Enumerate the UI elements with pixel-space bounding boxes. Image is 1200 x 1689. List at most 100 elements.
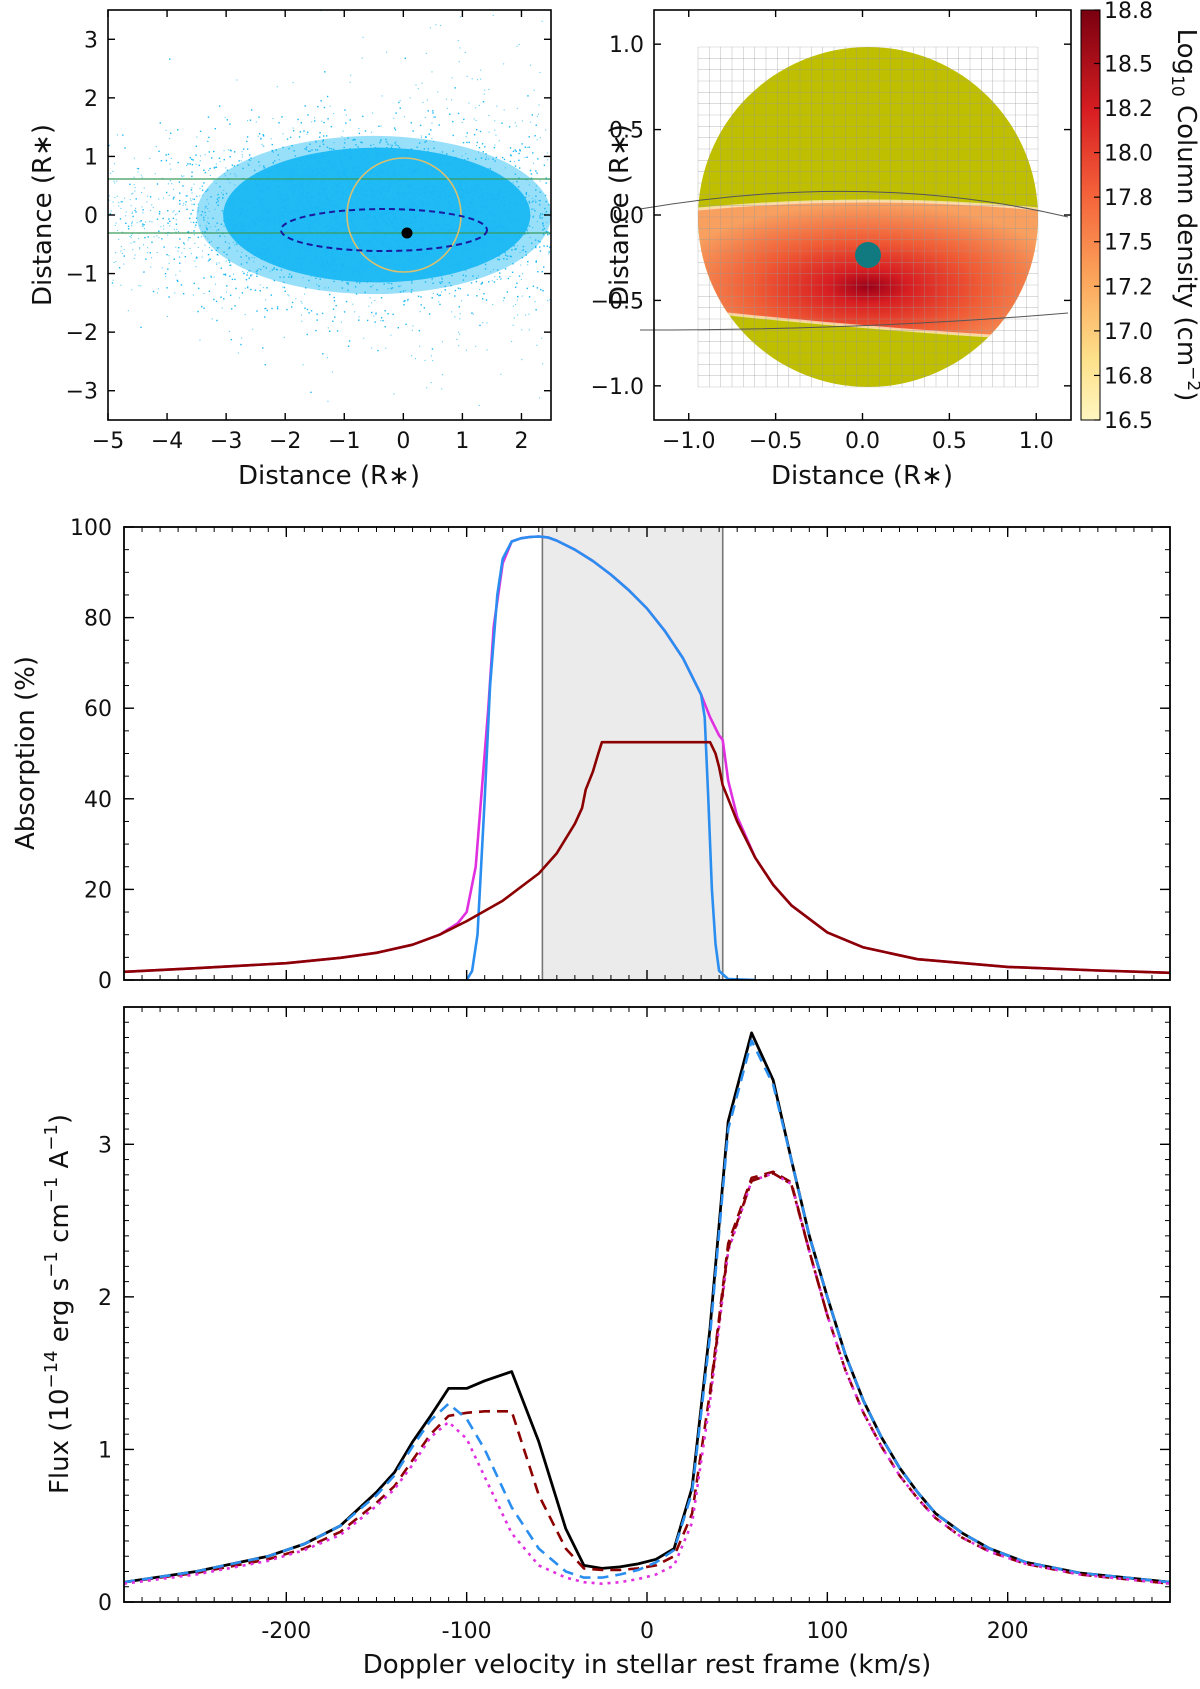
cloud-particle	[345, 225, 347, 228]
cloud-particle	[432, 282, 434, 285]
cloud-particle	[439, 250, 441, 252]
cloud-particle	[383, 235, 385, 238]
cloud-particle	[375, 184, 377, 187]
cloud-particle	[520, 278, 522, 280]
cloud-particle	[135, 211, 137, 213]
cloud-particle	[311, 174, 313, 176]
cloud-particle	[368, 224, 371, 226]
cloud-particle	[449, 162, 451, 165]
cloud-particle	[291, 187, 293, 190]
cloud-particle	[450, 192, 452, 195]
cloud-particle	[337, 220, 339, 223]
y-tick-label: 1.0	[609, 33, 644, 58]
colorbar-tick-label: 18.0	[1104, 142, 1153, 167]
y-tick-label: 0	[98, 1591, 112, 1616]
cloud-particle	[116, 134, 119, 136]
cloud-particle	[365, 194, 367, 197]
cloud-particle	[358, 166, 361, 168]
cloud-particle	[325, 254, 328, 256]
cloud-particle	[287, 253, 289, 255]
cloud-particle	[403, 226, 405, 228]
cloud-particle	[388, 154, 391, 156]
colorbar-label-sup: −2	[1183, 366, 1200, 391]
cloud-particle	[485, 173, 488, 175]
cloud-particle	[420, 267, 422, 269]
cloud-particle	[375, 229, 378, 232]
cloud-particle	[504, 254, 507, 256]
cloud-particle	[199, 155, 202, 157]
cloud-particle	[264, 254, 266, 256]
cloud-particle	[367, 205, 369, 207]
cloud-particle	[283, 200, 286, 202]
colorbar-tick-label: 18.5	[1104, 52, 1153, 77]
cloud-particle	[222, 197, 224, 199]
cloud-particle	[465, 136, 467, 138]
cloud-particle	[342, 130, 344, 132]
cloud-particle	[383, 255, 385, 258]
cloud-particle	[538, 199, 540, 202]
cloud-particle	[456, 188, 458, 191]
cloud-particle	[558, 189, 559, 190]
cloud-particle	[316, 149, 319, 151]
cloud-particle	[196, 257, 198, 259]
cloud-particle	[368, 217, 370, 219]
cloud-particle	[415, 234, 417, 237]
panel-b-ylabel: Distance (R∗)	[605, 124, 635, 306]
cloud-particle	[507, 215, 509, 218]
cloud-particle	[219, 235, 221, 237]
cloud-particle	[258, 161, 260, 163]
cloud-particle	[357, 209, 359, 212]
cloud-particle	[389, 184, 392, 187]
cloud-particle	[496, 225, 498, 227]
x-tick-label: −2	[269, 429, 301, 454]
cloud-particle	[376, 153, 378, 155]
cloud-particle	[461, 121, 463, 124]
cloud-particle	[334, 231, 336, 233]
cloud-particle	[199, 130, 202, 133]
cloud-particle	[218, 247, 220, 249]
cloud-particle	[178, 230, 180, 233]
cloud-particle	[266, 209, 268, 211]
cloud-particle	[352, 243, 354, 246]
cloud-particle	[285, 231, 287, 233]
cloud-particle	[392, 205, 395, 208]
cloud-particle	[254, 233, 256, 236]
cloud-particle	[114, 182, 116, 184]
cloud-particle	[200, 214, 203, 216]
cloud-particle	[323, 169, 325, 172]
cloud-particle	[557, 204, 558, 205]
cloud-particle	[287, 181, 289, 183]
cloud-particle	[283, 198, 285, 200]
cloud-particle	[478, 229, 481, 231]
cloud-particle	[253, 225, 256, 227]
cloud-particle	[386, 271, 389, 273]
cloud-particle	[285, 208, 288, 210]
cloud-particle	[475, 120, 477, 122]
cloud-particle	[194, 260, 196, 262]
cloud-particle	[437, 91, 439, 93]
cloud-particle	[508, 210, 510, 213]
cloud-particle	[279, 276, 281, 278]
cloud-particle	[176, 279, 178, 282]
cloud-particle	[287, 246, 289, 248]
cloud-particle	[335, 213, 338, 216]
series-line-dashed	[124, 1170, 1170, 1585]
cloud-particle	[289, 261, 291, 263]
cloud-particle	[156, 235, 158, 237]
colorbar-tick-label: 16.8	[1104, 364, 1153, 389]
cloud-particle	[472, 231, 475, 233]
cloud-particle	[387, 233, 390, 235]
cloud-particle	[327, 287, 330, 289]
cloud-particle	[575, 214, 576, 215]
cloud-particle	[413, 204, 415, 207]
cloud-particle	[308, 166, 310, 168]
cloud-particle	[302, 179, 305, 181]
cloud-particle	[410, 226, 412, 228]
cloud-particle	[192, 209, 194, 211]
cloud-particle	[292, 82, 294, 84]
cloud-particle	[357, 156, 359, 158]
cloud-particle	[363, 337, 365, 339]
cloud-particle	[515, 220, 518, 222]
cloud-particle	[445, 235, 447, 238]
stellar-disk-outline	[346, 157, 462, 273]
